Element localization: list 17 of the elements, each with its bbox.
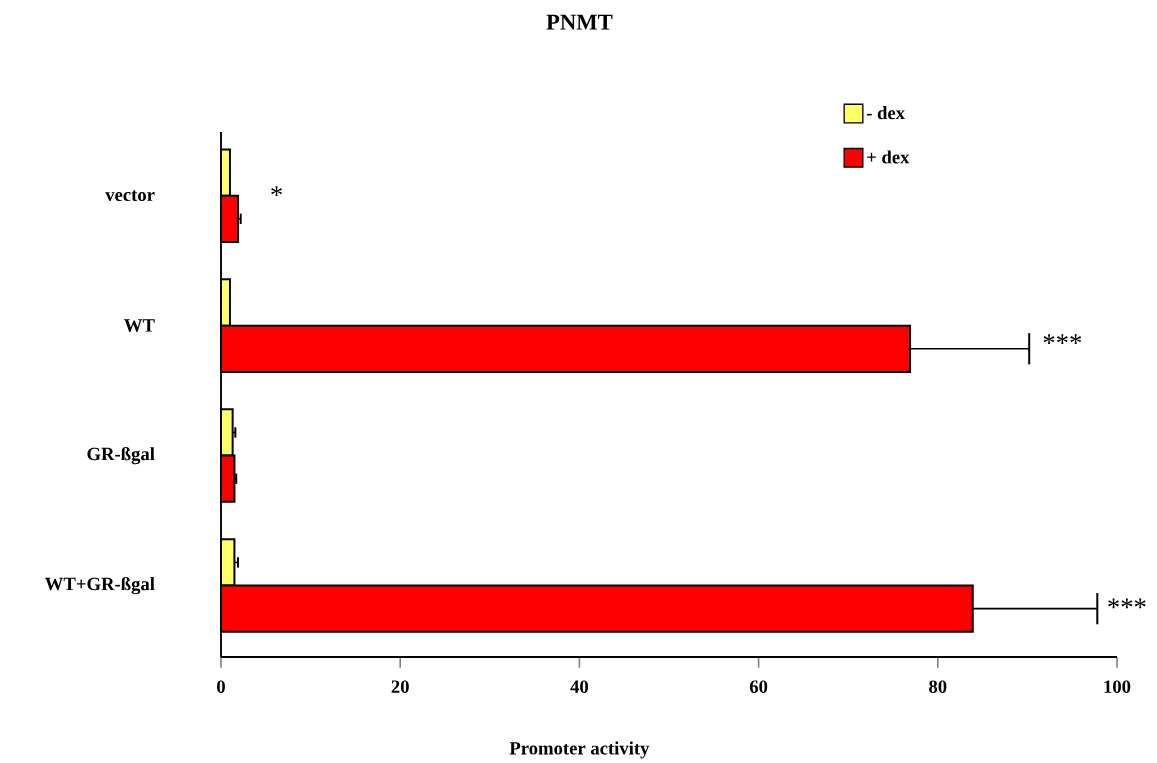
annotation: *** [1043, 334, 1082, 345]
x-tick-label: 100 [1104, 680, 1131, 694]
y-tick-label: GR-ßgal [87, 447, 155, 465]
x-tick-label: 60 [749, 680, 768, 694]
x-tick-label: 0 [217, 680, 225, 694]
chart-title: PNMT [546, 14, 613, 30]
y-tick-label: WT [124, 319, 155, 332]
legend-label: + dex [867, 150, 910, 164]
x-tick-label: 80 [929, 680, 947, 694]
y-tick-label: WT+GR-ßgal [45, 576, 155, 595]
x-tick-label: 20 [391, 680, 409, 694]
x-axis-title: Promoter activity [509, 741, 650, 759]
legend-label: - dex [866, 106, 905, 120]
y-tick-label: vector [105, 190, 155, 202]
annotation: *** [1108, 598, 1146, 609]
x-tick-label: 40 [570, 680, 589, 694]
annotation: * [271, 186, 282, 197]
